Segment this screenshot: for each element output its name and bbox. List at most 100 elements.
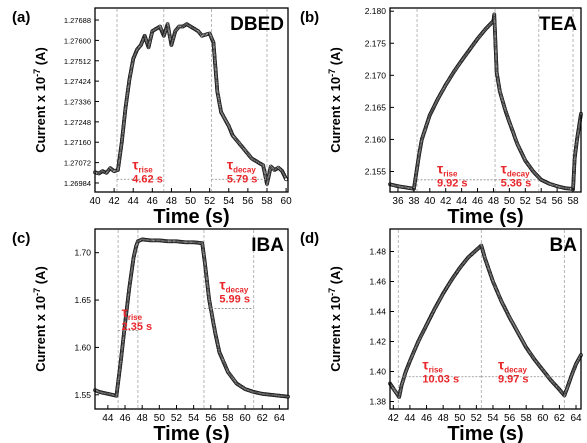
y-axis-label: Current x 10-7 (A)	[32, 47, 48, 153]
x-tick-label-11: 58	[567, 196, 579, 207]
x-axis-label: Time (s)	[447, 206, 523, 228]
y-tick-label-2: 1.27160	[64, 138, 91, 147]
tau_rise-subscript: rise	[139, 166, 154, 175]
x-tick-label-8: 60	[240, 413, 252, 424]
y-axis-label: Current x 10-7 (A)	[327, 47, 343, 153]
y-tick-label-5: 2.180	[365, 6, 387, 16]
x-tick-label-6: 54	[487, 413, 499, 424]
tau_rise-label: τrise	[422, 356, 443, 374]
y-tick-label-5: 1.48	[369, 247, 386, 257]
y-axis-label-unit: (A)	[33, 47, 48, 69]
y-tick-label-4: 2.175	[365, 38, 387, 48]
x-tick-label-5: 54	[188, 413, 200, 424]
y-tick-label-0: 1.55	[74, 390, 91, 400]
x-tick-label-7: 56	[504, 413, 516, 424]
x-tick-label-6: 48	[488, 196, 500, 207]
x-tick-label-8: 56	[242, 196, 254, 207]
tau_rise-label: τrise	[122, 304, 143, 322]
y-tick-label-7: 1.27600	[64, 36, 91, 45]
tau_rise-symbol: τ	[122, 304, 129, 320]
y-tick-label-6: 1.27512	[64, 57, 91, 66]
panel-title: BA	[550, 235, 578, 256]
x-tick-label-2: 46	[421, 413, 433, 424]
x-tick-label-1: 42	[109, 196, 121, 207]
x-tick-label-2: 40	[424, 196, 436, 207]
x-axis-label: Time (s)	[153, 423, 229, 443]
tau_rise-symbol: τ	[132, 157, 139, 173]
data-line	[389, 244, 582, 399]
y-tick-label-8: 1.27688	[64, 16, 91, 25]
y-tick-label-1: 1.40	[369, 367, 386, 377]
panel-title: IBA	[251, 235, 284, 256]
y-axis-label-exponent: -7	[32, 288, 42, 296]
tau_rise-label: τrise	[132, 157, 153, 175]
x-tick-label-0: 42	[388, 413, 400, 424]
y-tick-label-2: 1.42	[369, 337, 386, 347]
y-tick-label-5: 1.27424	[64, 77, 91, 86]
tau_rise-subscript: rise	[443, 169, 458, 178]
x-tick-label-6: 56	[205, 413, 217, 424]
x-tick-label-9: 62	[257, 413, 269, 424]
panel-title: DBED	[230, 14, 284, 35]
tau_rise-value: 9.92 s	[437, 177, 468, 189]
tau_decay-value: 5.79 s	[227, 174, 258, 186]
x-axis-label: Time (s)	[153, 206, 229, 228]
y-axis-label-exponent: -7	[32, 69, 42, 77]
x-tick-label-4: 52	[171, 413, 183, 424]
x-tick-label-1: 46	[119, 413, 131, 424]
x-tick-label-9: 54	[536, 196, 548, 207]
y-axis-label: Current x 10-7 (A)	[327, 266, 343, 372]
x-tick-label-0: 40	[89, 196, 101, 207]
y-tick-label-3: 1.70	[74, 248, 91, 258]
x-tick-label-3: 48	[438, 413, 450, 424]
x-tick-label-11: 64	[570, 413, 582, 424]
x-tick-label-8: 52	[520, 196, 532, 207]
tau_rise-subscript: rise	[128, 313, 143, 322]
x-tick-label-4: 48	[166, 196, 178, 207]
tau_rise-value: 10.03 s	[422, 373, 459, 385]
y-tick-label-3: 2.170	[365, 70, 387, 80]
y-tick-label-1: 1.27072	[64, 159, 91, 168]
tau_decay-label: τdecay	[498, 356, 527, 374]
y-axis-label-main: Current x 10	[328, 296, 343, 372]
tau_decay-subscript: decay	[233, 166, 256, 175]
y-tick-label-4: 1.27336	[64, 98, 91, 107]
x-axis-label: Time (s)	[447, 423, 523, 443]
x-tick-label-10: 60	[281, 196, 293, 207]
y-tick-label-4: 1.46	[369, 277, 386, 287]
plot-frame	[94, 7, 289, 193]
tau_rise-value: 4.62 s	[132, 174, 163, 186]
x-tick-label-3: 42	[440, 196, 452, 207]
y-tick-label-1: 2.160	[365, 134, 387, 144]
x-tick-label-2: 44	[128, 196, 140, 207]
x-tick-label-4: 44	[456, 196, 468, 207]
tau_decay-label: τdecay	[219, 277, 248, 295]
x-tick-label-5: 52	[471, 413, 483, 424]
x-tick-label-2: 48	[137, 413, 149, 424]
tau_decay-symbol: τ	[501, 160, 508, 176]
tau_decay-label: τdecay	[227, 157, 256, 175]
y-tick-label-0: 1.26984	[64, 179, 91, 188]
x-tick-label-1: 44	[404, 413, 416, 424]
tau_rise-subscript: rise	[429, 365, 444, 374]
y-axis-label-main: Current x 10	[33, 77, 48, 153]
y-axis-label-unit: (A)	[328, 47, 343, 69]
tau_decay-subscript: decay	[226, 286, 249, 295]
tau_decay-value: 5.99 s	[219, 294, 250, 306]
x-tick-label-9: 60	[537, 413, 549, 424]
y-axis-label-main: Current x 10	[33, 296, 48, 372]
tau_decay-value: 5.36 s	[501, 177, 532, 189]
tau_decay-label: τdecay	[501, 160, 530, 178]
x-tick-label-6: 52	[204, 196, 216, 207]
x-tick-label-1: 38	[408, 196, 420, 207]
tau_decay-subscript: decay	[504, 365, 527, 374]
y-tick-label-2: 1.65	[74, 295, 91, 305]
tau_decay-subscript: decay	[507, 169, 530, 178]
plot-frame	[389, 7, 582, 193]
tau_rise-value: 2.35 s	[122, 321, 153, 333]
